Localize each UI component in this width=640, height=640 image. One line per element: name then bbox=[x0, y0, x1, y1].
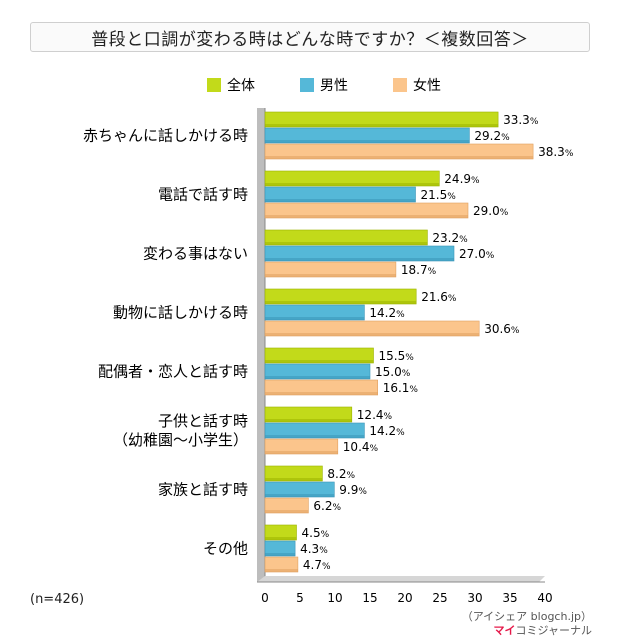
bar-shade bbox=[265, 215, 468, 218]
bar-shade bbox=[265, 451, 338, 454]
bar-shade bbox=[265, 510, 309, 513]
legend-label: 女性 bbox=[413, 77, 441, 94]
chart-title: 普段と口調が変わる時はどんな時ですか？＜複数回答＞ bbox=[30, 22, 590, 52]
bar-value-label: 10.4% bbox=[343, 440, 379, 454]
category-label: 電話で話す時 bbox=[158, 186, 248, 204]
publisher-credit: マイコミジャーナル bbox=[494, 622, 592, 638]
x-tick-label: 0 bbox=[261, 591, 269, 605]
bar-shade bbox=[265, 419, 352, 422]
bar-shade bbox=[265, 392, 378, 395]
bar-value-label: 4.3% bbox=[300, 542, 328, 556]
bar-value-label: 8.2% bbox=[327, 467, 355, 481]
bar-value-label: 4.5% bbox=[302, 526, 330, 540]
bar-value-label: 16.1% bbox=[383, 381, 419, 395]
bar-value-label: 4.7% bbox=[303, 558, 331, 572]
bar-value-label: 15.5% bbox=[379, 349, 415, 363]
category-labels: 赤ちゃんに話しかける時電話で話す時変わる事はない動物に話しかける時配偶者・恋人と… bbox=[83, 127, 248, 558]
bar-shade bbox=[265, 494, 335, 497]
bar-shade bbox=[265, 333, 480, 336]
bar-shade bbox=[265, 553, 296, 556]
publisher-brand: マイ bbox=[493, 624, 516, 637]
publisher-name: コミジャーナル bbox=[515, 624, 592, 637]
bar-value-label: 23.2% bbox=[432, 231, 468, 245]
category-label: 子供と話す時 bbox=[158, 412, 248, 430]
bar-shade bbox=[265, 569, 298, 572]
bar-shade bbox=[265, 376, 370, 379]
bar-shade bbox=[265, 242, 428, 245]
bar-shade bbox=[265, 156, 534, 159]
bar-shade bbox=[265, 199, 416, 202]
legend-swatch bbox=[393, 78, 407, 92]
legend-swatch bbox=[300, 78, 314, 92]
bar-shade bbox=[265, 258, 454, 261]
x-tick-label: 5 bbox=[296, 591, 304, 605]
x-tick-label: 15 bbox=[362, 591, 377, 605]
bar-value-label: 15.0% bbox=[375, 365, 411, 379]
x-tick-label: 10 bbox=[327, 591, 342, 605]
bar-value-label: 18.7% bbox=[401, 263, 437, 277]
bar-value-label: 21.5% bbox=[421, 188, 457, 202]
bar-shade bbox=[265, 478, 323, 481]
bar-value-label: 14.2% bbox=[369, 424, 405, 438]
x-axis: 0 5 10 15 20 25 30 35 40 bbox=[257, 108, 553, 605]
x-tick-label: 20 bbox=[397, 591, 412, 605]
bar-shade bbox=[265, 274, 396, 277]
bar-shade bbox=[265, 301, 417, 304]
source-credit: （アイシェア blogch.jp） bbox=[461, 610, 592, 623]
bar-value-label: 27.0% bbox=[459, 247, 495, 261]
bar-value-label: 29.0% bbox=[473, 204, 509, 218]
bar-shade bbox=[265, 140, 470, 143]
bar-shade bbox=[265, 317, 365, 320]
bar-shade bbox=[265, 435, 365, 438]
category-label: 赤ちゃんに話しかける時 bbox=[83, 127, 248, 145]
bar-value-label: 12.4% bbox=[357, 408, 393, 422]
plot-wall bbox=[257, 108, 265, 582]
category-label: その他 bbox=[203, 540, 248, 558]
bar-value-label: 9.9% bbox=[339, 483, 367, 497]
x-tick-label: 30 bbox=[467, 591, 482, 605]
legend: 全体 男性 女性 bbox=[207, 77, 441, 94]
bars: 33.3% 29.2% 38.3% 24.9% 21.5% 29.0% 23.2% 27.0%… bbox=[264, 111, 574, 573]
bar-shade bbox=[265, 537, 297, 540]
x-tick-label: 35 bbox=[502, 591, 517, 605]
category-label: 家族と話す時 bbox=[158, 481, 248, 499]
bar-shade bbox=[265, 183, 440, 186]
bar-value-label: 33.3% bbox=[503, 113, 539, 127]
category-label: 動物に話しかける時 bbox=[113, 304, 248, 322]
category-label: 変わる事はない bbox=[143, 245, 248, 263]
x-tick-label: 40 bbox=[537, 591, 552, 605]
legend-swatch bbox=[207, 78, 221, 92]
bar-shade bbox=[265, 124, 499, 127]
legend-label: 男性 bbox=[320, 78, 348, 94]
bar-value-label: 14.2% bbox=[369, 306, 405, 320]
bar-value-label: 6.2% bbox=[313, 499, 341, 513]
chart-title-text: 普段と口調が変わる時はどんな時ですか？＜複数回答＞ bbox=[91, 29, 529, 50]
sample-size-note: (n=426) bbox=[30, 592, 85, 607]
bar-value-label: 29.2% bbox=[474, 129, 510, 143]
category-label: （幼稚園〜小学生） bbox=[113, 431, 248, 449]
category-label: 配偶者・恋人と話す時 bbox=[98, 363, 248, 381]
bar-value-label: 24.9% bbox=[444, 172, 480, 186]
bar-value-label: 21.6% bbox=[421, 290, 457, 304]
bar-shade bbox=[265, 360, 374, 363]
legend-label: 全体 bbox=[227, 77, 255, 94]
bar-value-label: 38.3% bbox=[538, 145, 574, 159]
plot-floor bbox=[257, 576, 545, 582]
bar-value-label: 30.6% bbox=[484, 322, 520, 336]
x-tick-label: 25 bbox=[432, 591, 447, 605]
